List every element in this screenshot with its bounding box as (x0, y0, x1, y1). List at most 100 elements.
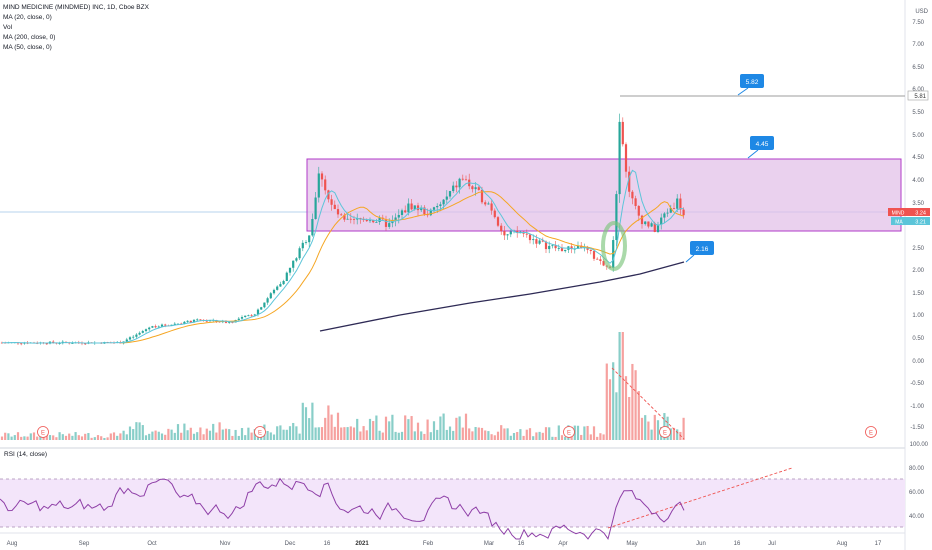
callout-4-45[interactable]: 4.45 (747, 136, 774, 159)
earnings-marker[interactable]: E (659, 426, 671, 438)
volume-bar (279, 425, 282, 440)
candle-body (615, 194, 618, 241)
time-label: 16 (518, 541, 525, 547)
volume-bar (240, 428, 244, 440)
volume-bar (16, 432, 20, 440)
volume-bar (266, 430, 269, 440)
candle-body (52, 341, 55, 343)
candle-body (631, 191, 634, 199)
volume-bar (288, 426, 292, 440)
candle-body (679, 198, 682, 210)
candle-body (544, 241, 548, 250)
volume-bar (0, 436, 4, 440)
candle-body (423, 207, 426, 215)
candle-body (362, 219, 365, 221)
candle-body (535, 239, 538, 244)
rsi-axis[interactable]: 100.00 80.00 60.00 40.00 (909, 442, 929, 520)
volume-bar (292, 422, 295, 440)
candle-body (292, 260, 295, 268)
ma-20-line (2, 169, 684, 344)
candle-body (503, 231, 506, 236)
earnings-marker[interactable]: E (37, 426, 49, 438)
volume-bar (682, 417, 685, 440)
candle-body (448, 191, 452, 197)
time-label: May (626, 541, 637, 547)
candle-body (612, 240, 615, 268)
volume-bar (324, 417, 327, 440)
volume-bar (42, 437, 45, 440)
callout-2-16[interactable]: 2.16 (685, 241, 714, 263)
candle-body (397, 214, 400, 218)
volume-bar (77, 435, 80, 440)
candle-body (429, 209, 432, 216)
volume-bar (458, 416, 461, 440)
time-label: 16 (324, 541, 331, 547)
earnings-label: E (567, 431, 571, 437)
indicator-vol[interactable]: Vol (3, 24, 13, 31)
volume-bar (64, 435, 68, 440)
time-label: Feb (423, 541, 434, 547)
volume-bar (503, 428, 506, 440)
volume-bar (295, 426, 298, 440)
candle-body (618, 121, 621, 195)
earnings-marker[interactable]: E (254, 426, 266, 438)
volume-bar (368, 418, 372, 440)
rsi-trend-line[interactable] (607, 467, 793, 529)
earnings-label: E (258, 431, 262, 437)
volume-bar (420, 431, 423, 440)
candle-body (436, 206, 439, 208)
earnings-marker[interactable]: E (563, 426, 575, 438)
time-label: Aug (7, 541, 18, 547)
volume-trend-line[interactable] (611, 367, 685, 440)
time-axis[interactable]: Aug Sep Oct Nov Dec 16 2021 Feb Mar 16 A… (7, 541, 882, 547)
candle-body (135, 334, 138, 337)
volume-bar (314, 427, 317, 440)
indicator-ma50[interactable]: MA (50, close, 0) (3, 44, 52, 51)
volume-bar (45, 434, 48, 440)
volume-bar (442, 413, 445, 440)
candle-body (557, 248, 560, 249)
volume-bar (423, 433, 426, 440)
price-tick: -1.50 (910, 425, 924, 431)
volume-bar (202, 434, 205, 440)
symbol-title[interactable]: MIND MEDICINE (MINDMED) INC, 1D, Cboe BZ… (3, 4, 149, 11)
volume-bar (106, 437, 109, 440)
candle-body (576, 245, 580, 249)
candle-body (244, 315, 247, 318)
callout-5-82[interactable]: 5.82 (737, 74, 764, 96)
rsi-tick: 80.00 (909, 466, 925, 472)
candle-body (602, 260, 605, 266)
volume-bar (224, 428, 228, 440)
volume-bar (525, 429, 528, 440)
candle-body (420, 207, 423, 211)
candle-body (320, 173, 324, 180)
highlight-ellipse[interactable] (601, 221, 627, 271)
earnings-label: E (41, 431, 45, 437)
volume-bar (135, 422, 138, 440)
volume-bar (212, 423, 215, 440)
rsi-title: RSI (14, close) (4, 451, 47, 458)
candle-body (493, 210, 496, 218)
volume-bar (167, 428, 170, 440)
volume-bar (589, 434, 592, 440)
ma-tag-label: MA (895, 220, 903, 226)
price-axis[interactable]: USD 7.50 7.00 6.50 6.00 5.50 5.00 4.50 4… (888, 9, 930, 431)
rsi-tick: 40.00 (909, 514, 925, 520)
candle-body (640, 215, 644, 225)
volume-bar (103, 437, 106, 440)
candle-body (365, 219, 368, 222)
candle-body (490, 203, 493, 211)
candle-body (288, 267, 292, 273)
candle-body (442, 199, 445, 205)
time-label: Apr (558, 541, 567, 547)
indicator-ma200[interactable]: MA (200, close, 0) (3, 34, 56, 41)
candle-body (263, 302, 266, 308)
earnings-marker[interactable]: E (865, 426, 877, 438)
candle-body (464, 179, 468, 181)
volume-bar (237, 435, 240, 440)
volume-bar (244, 435, 247, 440)
volume-bar (84, 433, 87, 440)
candle-body (663, 213, 666, 218)
indicator-ma20[interactable]: MA (20, close, 0) (3, 14, 52, 21)
